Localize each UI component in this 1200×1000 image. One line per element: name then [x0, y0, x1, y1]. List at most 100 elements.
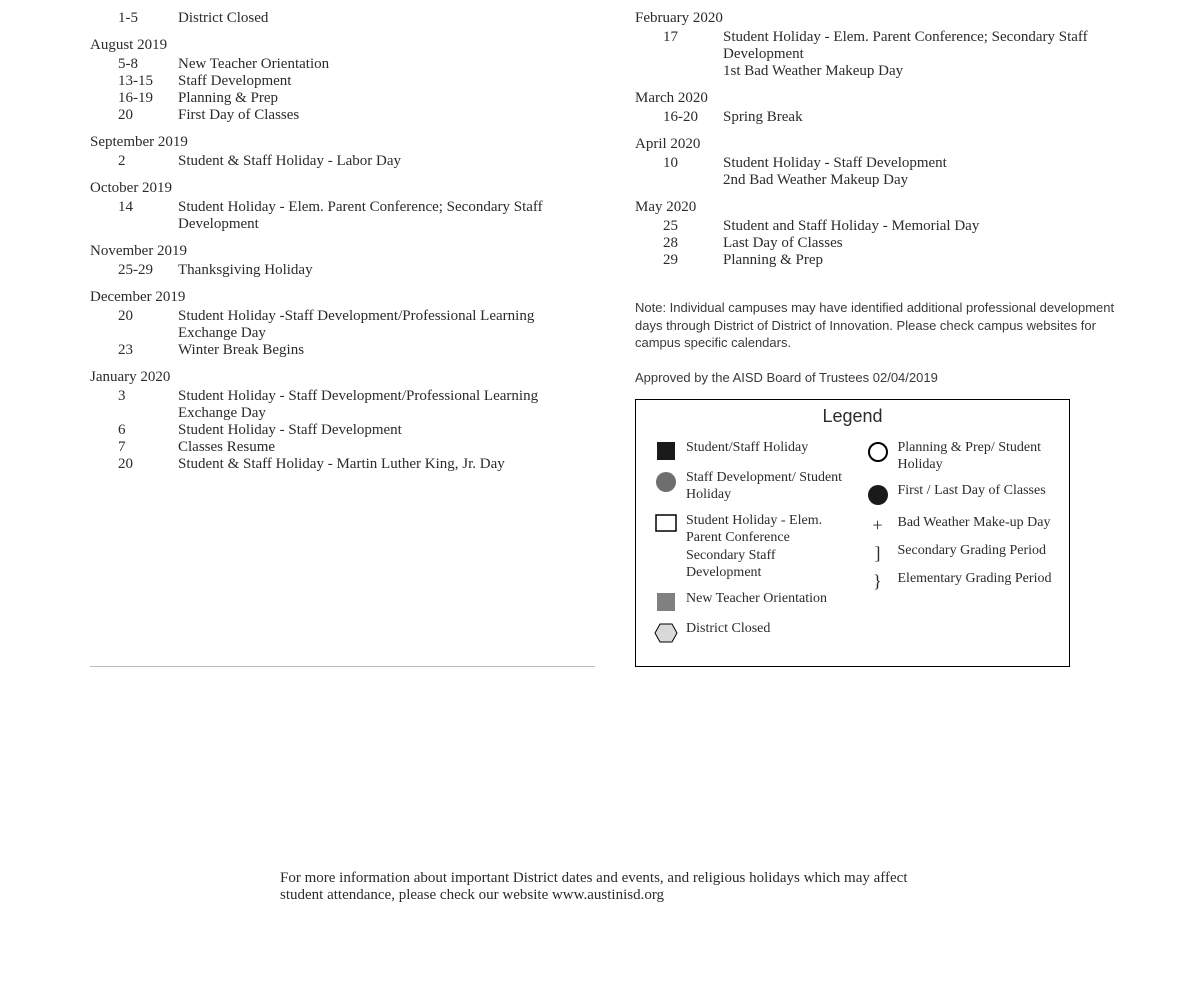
entry-date: 1-5 [90, 10, 178, 27]
white-square-icon [646, 512, 686, 534]
entry-desc: Student and Staff Holiday - Memorial Day [723, 218, 1140, 235]
gray-circle-icon [646, 469, 686, 493]
entry-desc: Winter Break Begins [178, 342, 595, 359]
legend-label: Elementary Grading Period [898, 570, 1060, 588]
entry-desc: Classes Resume [178, 439, 595, 456]
month-block: August 2019 5-8New Teacher Orientation13-… [90, 37, 595, 124]
legend-label: District Closed [686, 620, 848, 638]
month-heading: May 2020 [635, 199, 1140, 216]
calendar-entry: 20First Day of Classes [90, 107, 595, 124]
month-block: May 2020 25Student and Staff Holiday - Me… [635, 199, 1140, 269]
month-heading: February 2020 [635, 10, 1140, 27]
white-circle-icon [858, 439, 898, 463]
legend-label: Staff Development/ Student Holiday [686, 469, 848, 504]
legend-item: Student Holiday - Elem. Parent Conferenc… [646, 512, 848, 582]
calendar-entry: 23Winter Break Begins [90, 342, 595, 359]
entry-date: 17 [635, 29, 723, 46]
legend-item: Student/Staff Holiday [646, 439, 848, 461]
calendar-entry: 14Student Holiday - Elem. Parent Confere… [90, 199, 595, 233]
entry-date: 7 [90, 439, 178, 456]
entry-desc: First Day of Classes [178, 107, 595, 124]
legend-item: Planning & Prep/ Student Holiday [858, 439, 1060, 474]
plus-icon: + [858, 514, 898, 534]
month-heading: April 2020 [635, 136, 1140, 153]
entry-desc: District Closed [178, 10, 595, 27]
entry-date: 29 [635, 252, 723, 269]
entry-date: 16-20 [635, 109, 723, 126]
entry-desc: Student Holiday - Elem. Parent Conferenc… [723, 29, 1140, 80]
entry-desc: New Teacher Orientation [178, 56, 595, 73]
legend-label: Planning & Prep/ Student Holiday [898, 439, 1060, 474]
legend-label: Bad Weather Make-up Day [898, 514, 1060, 532]
legend-label: Secondary Grading Period [898, 542, 1060, 560]
entry-desc: Student Holiday - Staff Development2nd B… [723, 155, 1140, 189]
entry-date: 23 [90, 342, 178, 359]
month-block: October 2019 14Student Holiday - Elem. Pa… [90, 180, 595, 233]
calendar-entry: 16-19Planning & Prep [90, 90, 595, 107]
legend-item: District Closed [646, 620, 848, 644]
entry-desc: Last Day of Classes [723, 235, 1140, 252]
entry-date: 25 [635, 218, 723, 235]
legend-item: First / Last Day of Classes [858, 482, 1060, 506]
black-square-icon [646, 439, 686, 461]
calendar-entry: 20Student Holiday -Staff Development/Pro… [90, 308, 595, 342]
legend: Legend Student/Staff HolidayStaff Develo… [635, 399, 1070, 667]
entry-date: 20 [90, 456, 178, 473]
entry-date: 3 [90, 388, 178, 405]
entry-date: 10 [635, 155, 723, 172]
legend-label: Student/Staff Holiday [686, 439, 848, 457]
legend-label: Student Holiday - Elem. Parent Conferenc… [686, 512, 848, 582]
calendar-entry: 29Planning & Prep [635, 252, 1140, 269]
month-heading: October 2019 [90, 180, 595, 197]
entry-desc: Student Holiday - Staff Development/Prof… [178, 388, 595, 422]
brace-icon: } [858, 570, 898, 590]
month-heading: November 2019 [90, 243, 595, 260]
legend-item: +Bad Weather Make-up Day [858, 514, 1060, 534]
legend-label: New Teacher Orientation [686, 590, 848, 608]
entry-date: 14 [90, 199, 178, 216]
gray-square-icon [646, 590, 686, 612]
bracket-icon: ] [858, 542, 898, 562]
entry-desc: Student Holiday - Staff Development [178, 422, 595, 439]
entry-desc: Planning & Prep [178, 90, 595, 107]
calendar-entry: 3Student Holiday - Staff Development/Pro… [90, 388, 595, 422]
approved-text: Approved by the AISD Board of Trustees 0… [635, 370, 1140, 385]
calendar-entry: 20Student & Staff Holiday - Martin Luthe… [90, 456, 595, 473]
month-block: December 2019 20Student Holiday -Staff De… [90, 289, 595, 359]
orphan-entry: 1-5 District Closed [90, 10, 595, 27]
footer-text: For more information about important Dis… [280, 870, 950, 904]
month-block: January 2020 3Student Holiday - Staff Dev… [90, 369, 595, 473]
month-block: September 2019 2Student & Staff Holiday -… [90, 134, 595, 170]
month-heading: December 2019 [90, 289, 595, 306]
legend-label: First / Last Day of Classes [898, 482, 1060, 500]
month-block: March 202016-20Spring Break [635, 90, 1140, 126]
entry-date: 20 [90, 107, 178, 124]
month-heading: March 2020 [635, 90, 1140, 107]
calendar-entry: 13-15Staff Development [90, 73, 595, 90]
entry-desc: Student & Staff Holiday - Martin Luther … [178, 456, 595, 473]
entry-desc: Student & Staff Holiday - Labor Day [178, 153, 595, 170]
month-heading: August 2019 [90, 37, 595, 54]
calendar-entry: 25-29Thanksgiving Holiday [90, 262, 595, 279]
entry-date: 16-19 [90, 90, 178, 107]
hexagon-icon [646, 620, 686, 644]
legend-item: New Teacher Orientation [646, 590, 848, 612]
entry-date: 20 [90, 308, 178, 325]
calendar-entry: 10Student Holiday - Staff Development2nd… [635, 155, 1140, 189]
month-block: April 2020 10Student Holiday - Staff Deve… [635, 136, 1140, 189]
right-column: February 202017Student Holiday - Elem. P… [635, 10, 1140, 667]
calendar-entry: 28Last Day of Classes [635, 235, 1140, 252]
entry-desc: Thanksgiving Holiday [178, 262, 595, 279]
entry-date: 2 [90, 153, 178, 170]
entry-date: 25-29 [90, 262, 178, 279]
entry-desc: Planning & Prep [723, 252, 1140, 269]
entry-date: 6 [90, 422, 178, 439]
entry-date: 5-8 [90, 56, 178, 73]
calendar-entry: 6Student Holiday - Staff Development [90, 422, 595, 439]
legend-item: }Elementary Grading Period [858, 570, 1060, 590]
month-heading: September 2019 [90, 134, 595, 151]
entry-desc: Student Holiday -Staff Development/Profe… [178, 308, 595, 342]
left-column: 1-5 District Closed August 2019 5-8New Te… [90, 10, 595, 667]
month-heading: January 2020 [90, 369, 595, 386]
calendar-entry: 7Classes Resume [90, 439, 595, 456]
